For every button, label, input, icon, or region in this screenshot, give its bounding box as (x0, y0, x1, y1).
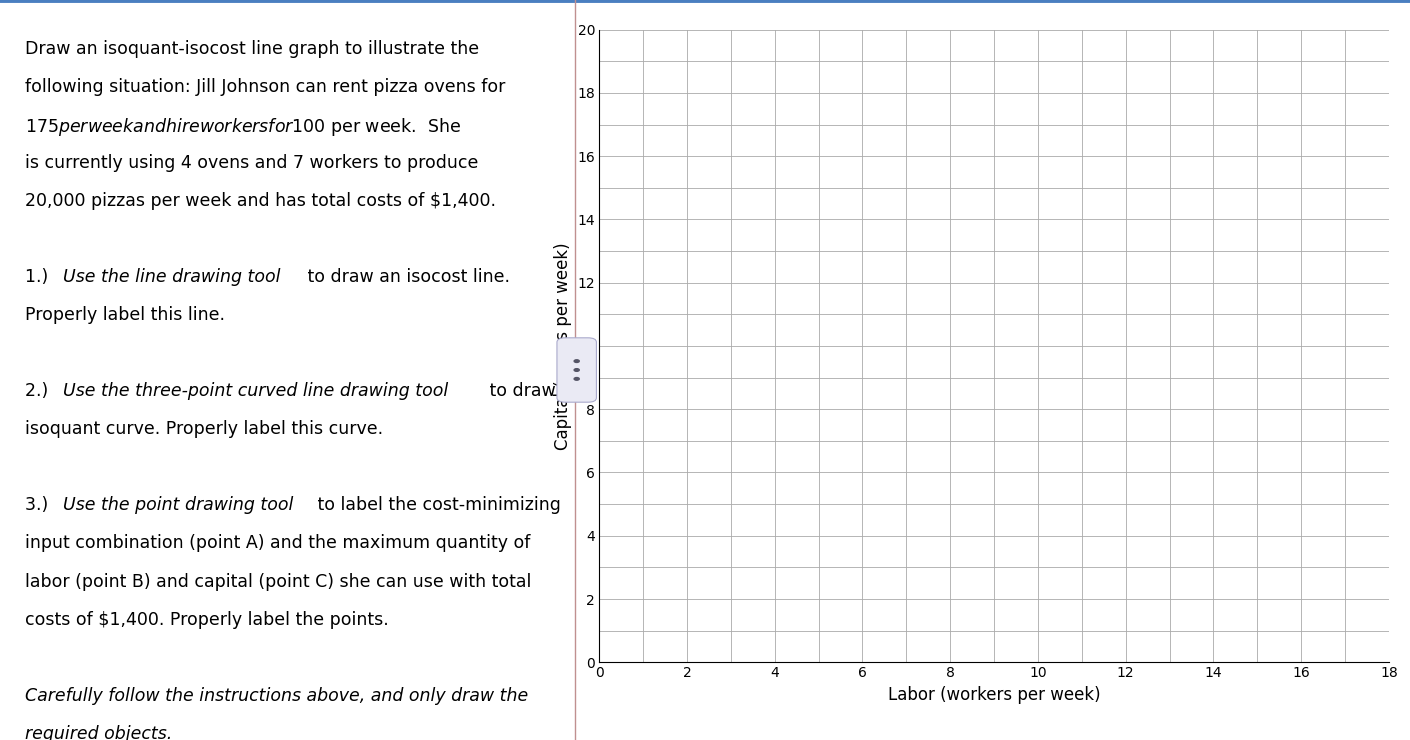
Y-axis label: Capital (ovens per week): Capital (ovens per week) (554, 242, 572, 450)
Text: 2.): 2.) (25, 383, 54, 400)
Text: Draw an isoquant-isocost line graph to illustrate the: Draw an isoquant-isocost line graph to i… (25, 40, 479, 58)
Text: to draw an: to draw an (484, 383, 582, 400)
Text: isoquant curve. Properly label this curve.: isoquant curve. Properly label this curv… (25, 420, 384, 438)
Text: costs of $1,400. Properly label the points.: costs of $1,400. Properly label the poin… (25, 610, 389, 628)
Text: labor (point B) and capital (point C) she can use with total: labor (point B) and capital (point C) sh… (25, 573, 532, 591)
Text: Use the line drawing tool: Use the line drawing tool (63, 268, 281, 286)
Text: Carefully follow the instructions above, and only draw the: Carefully follow the instructions above,… (25, 687, 529, 704)
X-axis label: Labor (workers per week): Labor (workers per week) (888, 686, 1100, 704)
Text: 1.): 1.) (25, 268, 54, 286)
Text: is currently using 4 ovens and 7 workers to produce: is currently using 4 ovens and 7 workers… (25, 154, 478, 172)
Text: Properly label this line.: Properly label this line. (25, 306, 226, 324)
Text: $175 per week and hire workers for $100 per week.  She: $175 per week and hire workers for $100 … (25, 116, 461, 138)
Text: to draw an isocost line.: to draw an isocost line. (302, 268, 510, 286)
Text: to label the cost-minimizing: to label the cost-minimizing (312, 497, 561, 514)
Text: Use the three-point curved line drawing tool: Use the three-point curved line drawing … (63, 383, 448, 400)
Text: 3.): 3.) (25, 497, 54, 514)
Text: input combination (point A) and the maximum quantity of: input combination (point A) and the maxi… (25, 534, 530, 553)
Text: following situation: Jill Johnson can rent pizza ovens for: following situation: Jill Johnson can re… (25, 78, 506, 96)
Text: 20,000 pizzas per week and has total costs of $1,400.: 20,000 pizzas per week and has total cos… (25, 192, 496, 210)
Text: Use the point drawing tool: Use the point drawing tool (63, 497, 293, 514)
Text: required objects.: required objects. (25, 724, 172, 740)
